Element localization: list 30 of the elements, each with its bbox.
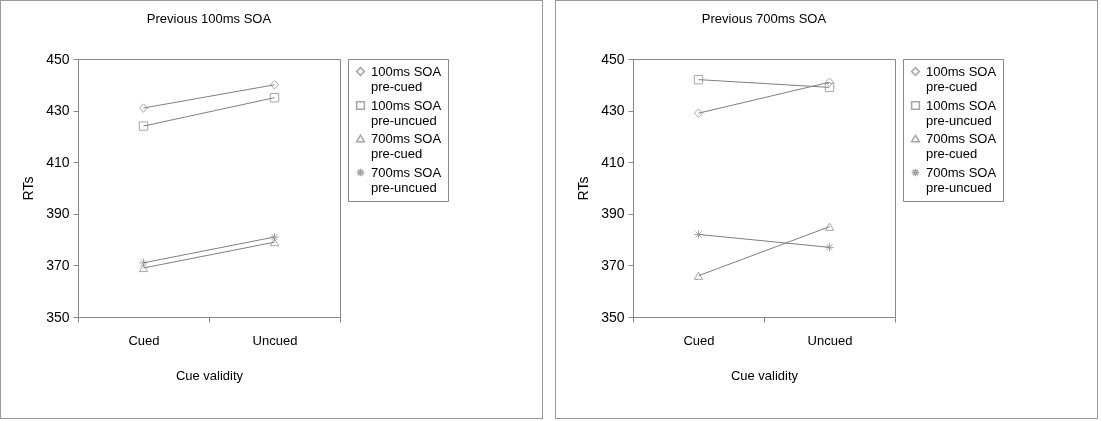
y-axis-title: RTs [20, 176, 37, 201]
y-tick-label: 370 [46, 256, 70, 273]
chart-title: Previous 700ms SOA [701, 11, 827, 26]
y-tick-label: 390 [601, 205, 625, 222]
y-tick-label: 430 [601, 102, 625, 119]
y-tick-label: 410 [601, 153, 625, 170]
y-tick-label: 370 [601, 256, 625, 273]
legend-label: 100ms SOA pre-cued [926, 63, 997, 94]
legend-label: 100ms SOA pre-uncued [926, 97, 997, 128]
x-axis-title: Cue validity [175, 367, 244, 383]
y-tick-label: 350 [601, 308, 625, 325]
x-tick-label: Cued [128, 332, 160, 348]
x-tick-label: Uncued [252, 332, 298, 348]
legend-label: 700ms SOA pre-cued [371, 130, 442, 161]
legend-label: 100ms SOA pre-cued [371, 63, 442, 94]
y-tick-label: 430 [46, 102, 70, 119]
y-tick-label: 350 [46, 308, 70, 325]
legend-label: 700ms SOA pre-uncued [371, 164, 442, 195]
y-axis-title: RTs [575, 176, 592, 201]
x-tick-label: Cued [683, 332, 715, 348]
legend-label: 700ms SOA pre-cued [926, 130, 997, 161]
y-tick-label: 390 [46, 205, 70, 222]
legend-label: 700ms SOA pre-uncued [926, 164, 997, 195]
x-axis-title: Cue validity [730, 367, 799, 383]
y-tick-label: 450 [601, 50, 625, 67]
y-tick-label: 450 [46, 50, 70, 67]
x-tick-label: Uncued [807, 332, 853, 348]
chart-title: Previous 100ms SOA [146, 11, 272, 26]
legend-label: 100ms SOA pre-uncued [371, 97, 442, 128]
y-tick-label: 410 [46, 153, 70, 170]
